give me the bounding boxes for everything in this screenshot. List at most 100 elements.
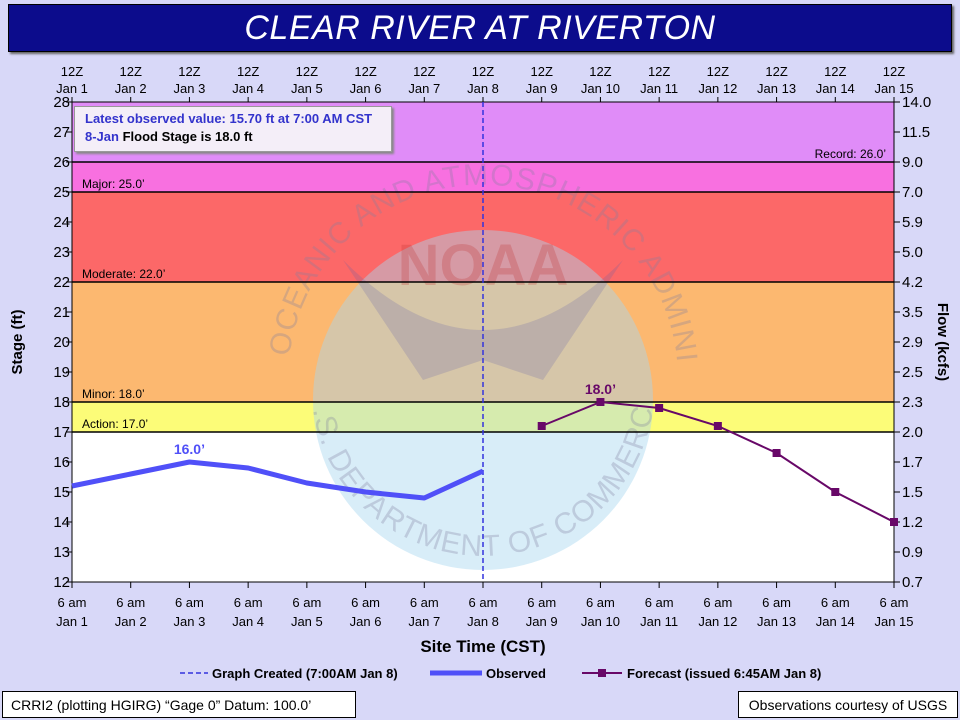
top-tick-label: Jan 7 (408, 81, 440, 96)
bottom-tick-label: Jan 9 (526, 614, 558, 629)
x-axis-title: Site Time (CST) (420, 637, 545, 656)
top-tick-label: 12Z (472, 64, 494, 79)
bottom-tick-label: 6 am (703, 595, 732, 610)
y2-tick-label: 3.5 (902, 304, 923, 321)
top-tick-label: Jan 8 (467, 81, 499, 96)
bottom-tick-label: 6 am (175, 595, 204, 610)
y2-tick-label: 1.5 (902, 484, 923, 501)
info-box: Latest observed value: 15.70 ft at 7:00 … (74, 106, 392, 152)
legend-created-label: Graph Created (7:00AM Jan 8) (212, 666, 398, 681)
y-tick-label: 25 (53, 184, 70, 201)
y2-tick-label: 0.7 (902, 574, 923, 591)
y2-tick-label: 1.7 (902, 454, 923, 471)
flood-stage-text: Flood Stage is 18.0 ft (122, 129, 253, 144)
y-tick-label: 12 (53, 574, 70, 591)
bottom-tick-label: Jan 8 (467, 614, 499, 629)
peak-annotation: 18.0’ (585, 381, 616, 397)
peak-annotation: 16.0’ (174, 441, 205, 457)
y2-tick-label: 2.5 (902, 364, 923, 381)
top-tick-label: 12Z (296, 64, 318, 79)
forecast-point (772, 449, 781, 457)
flood-category-label: Minor: 18.0’ (82, 387, 145, 401)
bottom-tick-label: 6 am (351, 595, 380, 610)
forecast-point (831, 488, 840, 496)
y-tick-label: 22 (53, 274, 70, 291)
chart-title: CLEAR RIVER AT RIVERTON (244, 8, 716, 47)
bottom-tick-label: 6 am (762, 595, 791, 610)
y2-axis-title: Flow (kcfs) (934, 303, 951, 381)
top-tick-label: 12Z (413, 64, 435, 79)
footer-datum: CRRI2 (plotting HGIRG) “Gage 0” Datum: 1… (2, 691, 356, 718)
y-tick-label: 13 (53, 544, 70, 561)
top-tick-label: Jan 13 (757, 81, 796, 96)
y2-tick-label: 9.0 (902, 154, 923, 171)
bottom-tick-label: Jan 3 (174, 614, 206, 629)
bottom-tick-label: 6 am (292, 595, 321, 610)
top-tick-label: Jan 6 (350, 81, 382, 96)
forecast-point (890, 518, 898, 526)
y2-tick-label: 2.3 (902, 394, 923, 411)
top-tick-label: 12Z (531, 64, 553, 79)
y-tick-label: 23 (53, 244, 70, 261)
y2-tick-label: 1.2 (902, 514, 923, 531)
y-tick-label: 18 (53, 394, 70, 411)
y-tick-label: 19 (53, 364, 70, 381)
bottom-tick-label: Jan 15 (874, 614, 913, 629)
top-tick-label: 12Z (61, 64, 83, 79)
observed-line (71, 459, 485, 501)
y2-tick-label: 4.2 (902, 274, 923, 291)
flood-category-label: Record: 26.0’ (815, 147, 886, 161)
top-tick-label: 12Z (707, 64, 729, 79)
bottom-tick-label: Jan 1 (56, 614, 88, 629)
y-tick-label: 15 (53, 484, 70, 501)
legend-forecast-label: Forecast (issued 6:45AM Jan 8) (627, 666, 821, 681)
bottom-tick-label: Jan 13 (757, 614, 796, 629)
top-tick-label: Jan 10 (581, 81, 620, 96)
top-tick-label: Jan 1 (56, 81, 88, 96)
forecast-point (596, 398, 605, 406)
title-bar: CLEAR RIVER AT RIVERTON (8, 4, 952, 52)
bottom-tick-label: Jan 6 (350, 614, 382, 629)
y2-tick-label: 2.9 (902, 334, 923, 351)
top-tick-label: Jan 15 (874, 81, 913, 96)
bottom-tick-label: Jan 10 (581, 614, 620, 629)
y-tick-label: 28 (53, 94, 70, 111)
bottom-tick-label: 6 am (880, 595, 909, 610)
top-tick-label: Jan 12 (698, 81, 737, 96)
y-tick-label: 14 (53, 514, 70, 531)
bottom-tick-label: Jan 5 (291, 614, 323, 629)
top-tick-label: Jan 2 (115, 81, 147, 96)
y2-tick-label: 7.0 (902, 184, 923, 201)
top-tick-label: 12Z (883, 64, 905, 79)
top-tick-label: Jan 9 (526, 81, 558, 96)
flood-category-label: Major: 25.0’ (82, 177, 145, 191)
top-tick-label: 12Z (648, 64, 670, 79)
y2-tick-label: 14.0 (902, 94, 931, 111)
y-tick-label: 21 (53, 304, 70, 321)
y-tick-label: 27 (53, 124, 70, 141)
top-tick-label: 12Z (120, 64, 142, 79)
bottom-tick-label: 6 am (586, 595, 615, 610)
legend-forecast-marker (598, 669, 606, 677)
y2-tick-label: 5.9 (902, 214, 923, 231)
top-tick-label: 12Z (178, 64, 200, 79)
footer-credit: Observations courtesy of USGS (738, 691, 958, 718)
bottom-tick-label: 6 am (821, 595, 850, 610)
bottom-tick-label: 6 am (469, 595, 498, 610)
flood-category-label: Moderate: 22.0’ (82, 267, 165, 281)
top-tick-label: Jan 5 (291, 81, 323, 96)
y-axis-title: Stage (ft) (9, 310, 26, 375)
bottom-tick-label: Jan 12 (698, 614, 737, 629)
bottom-tick-label: Jan 11 (640, 614, 678, 629)
y-tick-label: 24 (53, 214, 70, 231)
bottom-tick-label: Jan 2 (115, 614, 147, 629)
bottom-tick-label: 6 am (234, 595, 263, 610)
flood-category-label: Action: 17.0’ (82, 417, 148, 431)
flood-date-text: 8-Jan (85, 129, 119, 144)
top-tick-label: Jan 14 (816, 81, 855, 96)
top-tick-label: Jan 4 (232, 81, 264, 96)
bottom-tick-label: Jan 14 (816, 614, 855, 629)
y2-tick-label: 5.0 (902, 244, 923, 261)
bottom-tick-label: Jan 4 (232, 614, 264, 629)
